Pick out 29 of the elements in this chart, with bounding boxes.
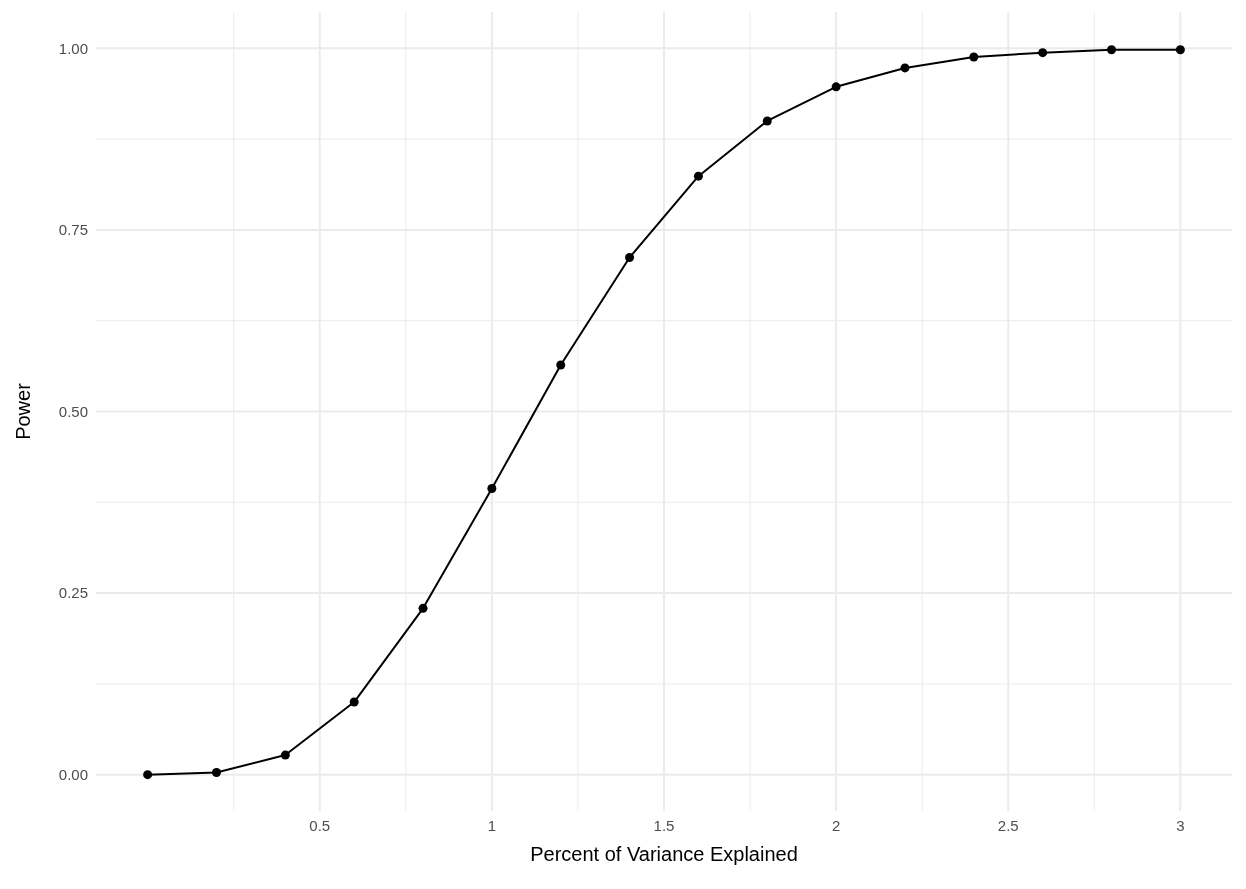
y-tick-label: 1.00 bbox=[58, 39, 88, 57]
x-axis-title: Percent of Variance Explained bbox=[530, 843, 798, 865]
x-tick-label: 1 bbox=[487, 817, 497, 834]
point bbox=[762, 116, 772, 126]
x-tick-label: 2.5 bbox=[997, 817, 1019, 834]
point bbox=[900, 63, 910, 73]
y-tick-label: 0.50 bbox=[58, 402, 88, 420]
x-tick-label: 3 bbox=[1176, 817, 1185, 834]
point bbox=[831, 82, 841, 92]
point bbox=[280, 750, 290, 760]
point bbox=[556, 360, 566, 370]
x-tick-label: 2 bbox=[831, 817, 841, 834]
point bbox=[1038, 48, 1048, 58]
point bbox=[1175, 45, 1185, 55]
point bbox=[969, 52, 979, 62]
y-axis-title: Power bbox=[12, 382, 34, 440]
point bbox=[143, 770, 153, 780]
point bbox=[625, 253, 635, 263]
point bbox=[1107, 45, 1117, 55]
y-tick-label: 0.00 bbox=[58, 765, 88, 783]
point bbox=[487, 484, 497, 493]
x-tick-label: 1.5 bbox=[653, 817, 675, 834]
point bbox=[418, 603, 428, 613]
point bbox=[693, 171, 703, 181]
y-tick-label: 0.25 bbox=[58, 584, 88, 602]
point bbox=[211, 768, 221, 777]
point bbox=[349, 697, 359, 707]
x-tick-label: 0.5 bbox=[309, 817, 331, 834]
y-tick-label: 0.75 bbox=[58, 221, 88, 239]
